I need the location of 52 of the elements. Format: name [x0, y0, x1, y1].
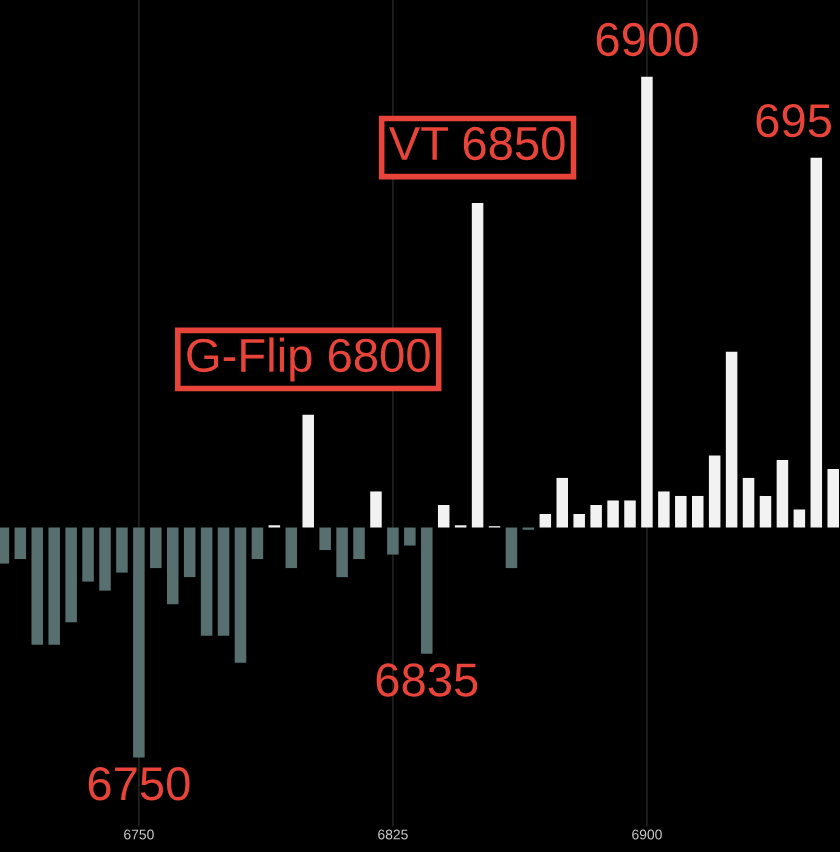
bar	[675, 495, 687, 528]
annotation: 695	[756, 103, 831, 138]
bar	[590, 504, 602, 528]
annotation: 6750	[88, 767, 190, 801]
bar	[827, 468, 839, 528]
bar	[183, 527, 196, 578]
bar	[641, 76, 653, 528]
bar	[421, 527, 433, 654]
bar	[793, 509, 806, 528]
bar	[471, 202, 484, 528]
bar	[556, 477, 569, 528]
bar	[200, 527, 213, 636]
annotation: G-Flip 6800	[187, 337, 430, 382]
bar	[725, 351, 738, 528]
bar	[217, 527, 230, 636]
bar	[251, 527, 264, 560]
bar	[573, 513, 585, 528]
bar	[14, 527, 27, 560]
bar	[810, 157, 823, 528]
bar	[302, 414, 314, 528]
bar	[624, 500, 636, 528]
bar	[437, 504, 450, 528]
bar	[116, 527, 128, 573]
bar	[404, 527, 416, 546]
bar	[133, 527, 145, 758]
bar	[742, 477, 755, 528]
bar	[99, 527, 111, 591]
bar	[285, 527, 298, 569]
bar	[776, 459, 789, 528]
bar	[370, 491, 382, 528]
bar	[353, 527, 365, 560]
bar	[387, 527, 399, 555]
bar	[759, 495, 772, 528]
bar	[539, 513, 552, 528]
bar	[505, 527, 518, 569]
bar	[691, 495, 704, 528]
annotation: 6900	[596, 22, 698, 57]
bar	[319, 527, 331, 551]
annotation: VT 6850	[388, 126, 565, 161]
bar	[234, 527, 247, 663]
bar	[31, 527, 44, 645]
bar	[607, 500, 619, 528]
annotation: 6835	[376, 663, 478, 697]
bar	[48, 527, 60, 645]
bar	[150, 527, 162, 569]
bar	[708, 455, 721, 528]
bar	[65, 527, 77, 623]
bar	[336, 527, 348, 578]
bar	[82, 527, 94, 582]
bar	[0, 527, 10, 564]
bar	[658, 491, 670, 528]
bar	[166, 527, 179, 605]
